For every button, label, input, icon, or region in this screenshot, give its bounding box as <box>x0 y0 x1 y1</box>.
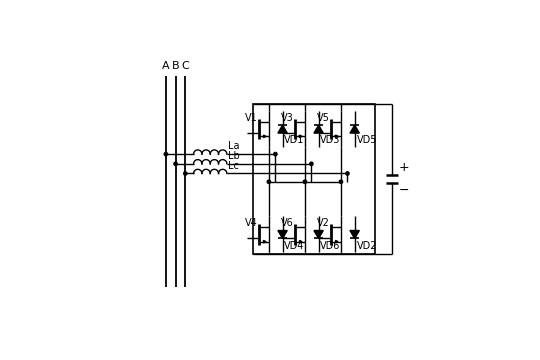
Circle shape <box>174 162 177 166</box>
Circle shape <box>164 152 167 156</box>
Polygon shape <box>278 125 287 133</box>
Polygon shape <box>350 230 359 238</box>
Circle shape <box>310 162 313 166</box>
Circle shape <box>339 180 342 184</box>
Text: V3: V3 <box>281 113 294 123</box>
Circle shape <box>274 152 277 156</box>
Polygon shape <box>264 240 266 243</box>
Text: +: + <box>399 161 409 175</box>
Text: VD1: VD1 <box>285 135 305 145</box>
Polygon shape <box>350 125 359 133</box>
Polygon shape <box>300 135 302 138</box>
Text: V5: V5 <box>317 113 330 123</box>
Text: Lb: Lb <box>228 151 240 161</box>
Circle shape <box>184 172 187 175</box>
Text: VD2: VD2 <box>356 241 377 251</box>
Text: V6: V6 <box>281 218 294 228</box>
Text: La: La <box>228 141 240 151</box>
Polygon shape <box>264 135 266 138</box>
Polygon shape <box>314 230 323 238</box>
Bar <box>253 104 375 254</box>
Text: V4: V4 <box>245 218 258 228</box>
Polygon shape <box>335 240 338 243</box>
Text: Lc: Lc <box>228 161 239 171</box>
Polygon shape <box>300 240 302 243</box>
Text: C: C <box>181 61 189 71</box>
Polygon shape <box>278 230 287 238</box>
Circle shape <box>267 180 271 184</box>
Text: A: A <box>162 61 170 71</box>
Text: V1: V1 <box>245 113 258 123</box>
Text: VD4: VD4 <box>285 241 305 251</box>
Circle shape <box>303 180 307 184</box>
Text: VD6: VD6 <box>320 241 341 251</box>
Text: B: B <box>172 61 179 71</box>
Text: −: − <box>399 184 409 197</box>
Polygon shape <box>314 125 323 133</box>
Text: VD3: VD3 <box>320 135 341 145</box>
Text: V2: V2 <box>317 218 330 228</box>
Circle shape <box>346 172 349 175</box>
Text: VD5: VD5 <box>356 135 377 145</box>
Polygon shape <box>335 135 338 138</box>
